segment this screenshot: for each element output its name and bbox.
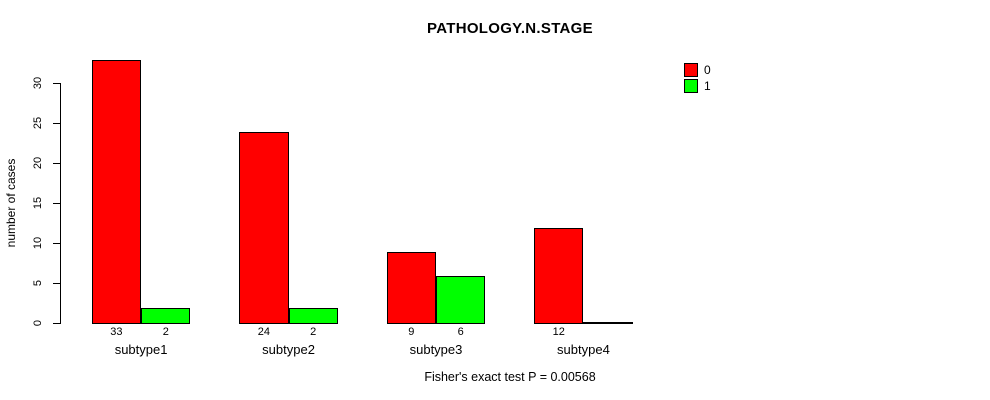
bar-subtype3-series1 [436, 275, 486, 324]
bar-value-label: 24 [257, 325, 270, 338]
y-axis-tick [52, 202, 60, 204]
y-axis-tick-label: 0 [32, 319, 44, 327]
category-label: subtype4 [557, 342, 610, 357]
legend-swatch-icon [684, 63, 698, 77]
category-label: subtype1 [114, 342, 168, 357]
bar-subtype4-series0 [534, 227, 584, 324]
y-axis-tick-label: 30 [32, 76, 44, 90]
y-axis-tick [52, 122, 60, 124]
bar-subtype3-series0 [386, 251, 436, 324]
bar-value-label: 33 [110, 325, 123, 338]
y-axis-tick-label: 25 [32, 116, 44, 130]
stat-test-caption: Fisher's exact test P = 0.00568 [424, 370, 596, 384]
chart-title: PATHOLOGY.N.STAGE [427, 20, 593, 37]
bar-value-label: 2 [162, 325, 169, 338]
bar-subtype2-series0 [239, 131, 289, 324]
legend-label: 0 [704, 63, 711, 77]
legend-item-1: 1 [684, 79, 711, 93]
y-axis-tick-label: 10 [32, 236, 44, 250]
y-axis-tick [52, 82, 60, 84]
bar-subtype1-series0 [91, 59, 142, 324]
bar-value-label: 6 [457, 325, 464, 338]
bar-value-label: 12 [552, 325, 565, 338]
bar-value-label: 9 [408, 325, 415, 338]
y-axis-tick [52, 242, 60, 244]
y-axis-tick-label: 20 [32, 156, 44, 170]
y-axis-line [59, 82, 61, 324]
y-axis-tick [52, 322, 60, 324]
y-axis-tick [52, 282, 60, 284]
legend-swatch-icon [684, 79, 698, 93]
y-axis-title: number of cases [4, 158, 18, 248]
bar-subtype4-series1-zeroline [583, 322, 633, 324]
bar-value-label: 2 [310, 325, 317, 338]
bar-subtype2-series1 [288, 307, 338, 324]
bar-subtype1-series1 [141, 307, 191, 324]
category-label: subtype2 [262, 342, 315, 357]
y-axis-tick [52, 162, 60, 164]
category-label: subtype3 [409, 342, 463, 357]
legend-label: 1 [704, 79, 711, 93]
y-axis-tick-label: 15 [32, 196, 44, 210]
y-axis-tick-label: 5 [32, 279, 44, 287]
legend-item-0: 0 [684, 63, 711, 77]
